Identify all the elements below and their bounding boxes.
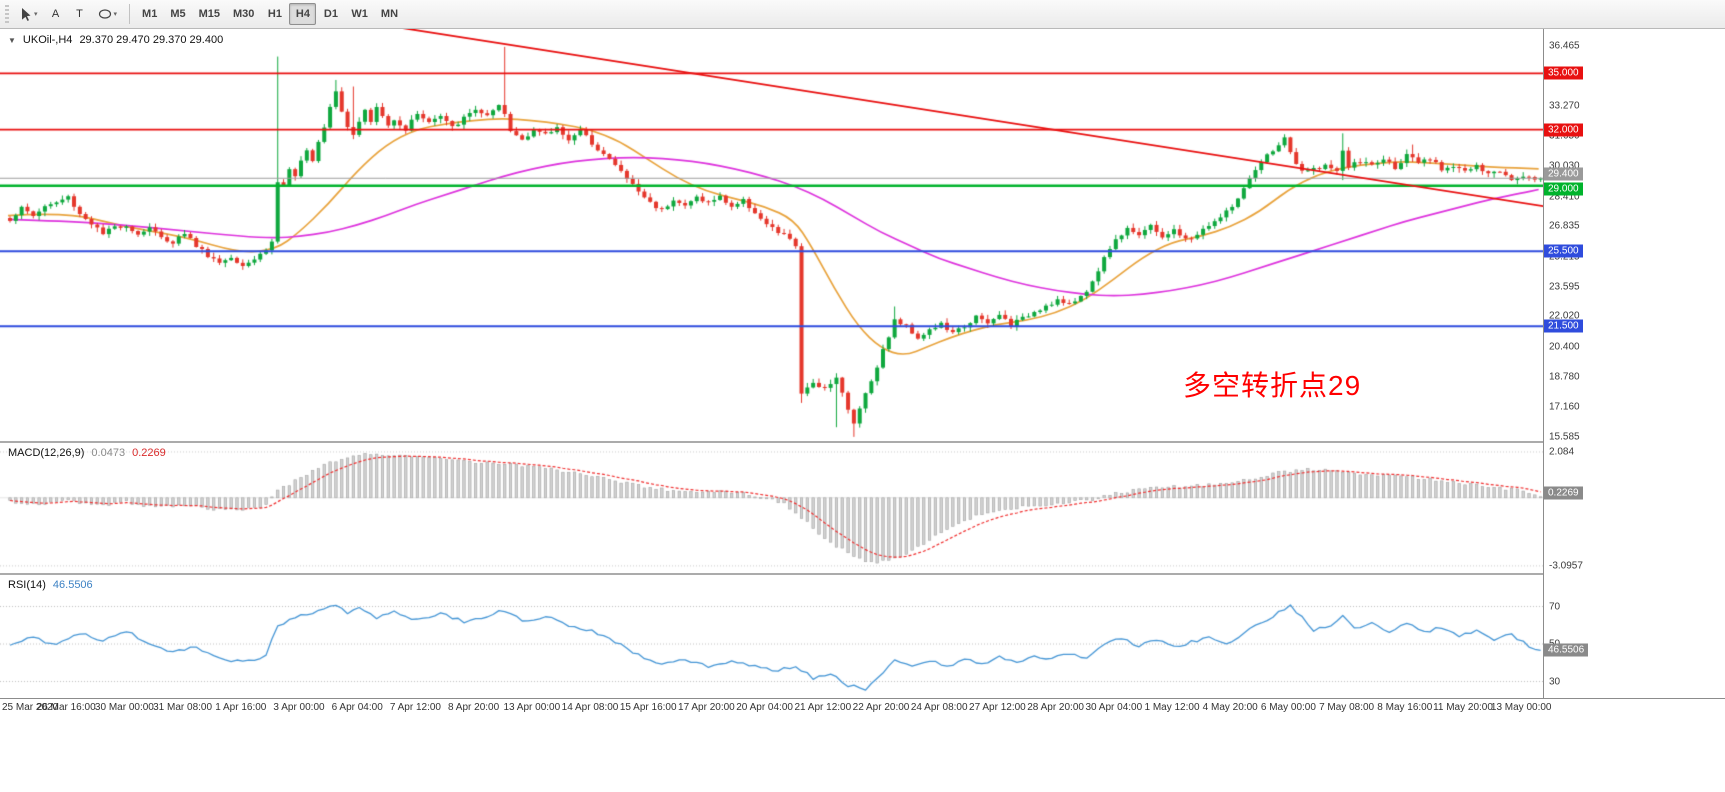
macd-indicator-header: MACD(12,26,9) 0.0473 0.2269	[8, 447, 166, 459]
time-axis-label: 4 May 20:00	[1202, 702, 1258, 713]
chart-symbol-header: ▼ UKOil-,H4 29.370 29.470 29.370 29.400	[8, 34, 223, 46]
cursor-tool-button[interactable]: ▾	[14, 3, 44, 25]
time-axis-label: 13 May 00:00	[1490, 702, 1552, 713]
rsi-value: 46.5506	[52, 579, 93, 591]
timeframe-h4-button[interactable]: H4	[289, 3, 317, 25]
time-axis-label: 14 Apr 08:00	[561, 702, 619, 713]
macd-signal-value: 0.2269	[132, 447, 166, 459]
rsi-level-label: 70	[1549, 601, 1561, 612]
price-level-badge: 29.400	[1544, 167, 1583, 181]
price-tick-label: 22.020	[1549, 310, 1580, 322]
timeframe-w1-button[interactable]: W1	[345, 3, 374, 25]
time-axis-label: 30 Apr 04:00	[1085, 702, 1143, 713]
panel-separator-rsi[interactable]	[0, 573, 1725, 575]
timeframe-m1-button[interactable]: M1	[136, 3, 163, 25]
price-scale[interactable]: 36.46533.27031.65030.03028.41026.83525.2…	[1543, 29, 1725, 716]
symbol-period-label: UKOil-,H4	[22, 34, 73, 46]
time-axis-label: 21 Apr 12:00	[794, 702, 852, 713]
price-tick-label: 30.030	[1549, 160, 1580, 172]
time-axis-label: 31 Mar 08:00	[153, 702, 213, 713]
price-tick-label: 31.650	[1549, 130, 1580, 142]
rsi-title-label: RSI(14)	[8, 579, 46, 591]
timeframe-h1-button[interactable]: H1	[261, 3, 288, 25]
timeframe-m15-button[interactable]: M15	[193, 3, 226, 25]
price-tick-label: 15.585	[1549, 431, 1580, 443]
time-axis-label: 17 Apr 20:00	[678, 702, 735, 713]
time-axis-label: 28 Apr 20:00	[1027, 702, 1084, 713]
macd-title-label: MACD(12,26,9)	[8, 447, 85, 459]
price-tick-label: 20.400	[1549, 341, 1580, 353]
collapse-triangle-icon[interactable]: ▼	[8, 36, 16, 45]
time-axis-label: 24 Apr 08:00	[910, 702, 968, 713]
time-axis-label: 11 May 20:00	[1433, 702, 1493, 713]
price-tick-label: 23.595	[1549, 281, 1580, 293]
time-axis-label: 30 Mar 00:00	[94, 702, 154, 713]
price-tick-label: 36.465	[1549, 40, 1580, 52]
price-tick-label: 33.270	[1549, 100, 1580, 112]
textbox-tool-label: T	[76, 8, 83, 20]
time-axis-label: 22 Apr 20:00	[852, 702, 910, 713]
trend-annotation-text[interactable]: 多空转折点29	[1183, 370, 1362, 401]
macd-main-value: 0.0473	[91, 447, 126, 459]
text-tool-button[interactable]: A	[44, 3, 68, 25]
time-axis-label: 1 Apr 16:00	[215, 702, 267, 713]
time-axis-label: 27 Apr 12:00	[969, 702, 1026, 713]
time-axis-label: 13 Apr 00:00	[503, 702, 561, 713]
rsi-panel-canvas[interactable]	[0, 575, 1543, 698]
price-level-badge: 35.000	[1544, 66, 1583, 80]
price-level-badge: 32.000	[1544, 123, 1583, 137]
macd-scale-top-label: 2.084	[1549, 446, 1575, 458]
rsi-current-value-badge: 46.5506	[1544, 643, 1589, 657]
rsi-indicator-header: RSI(14) 46.5506	[8, 579, 93, 591]
timeframe-m5-button[interactable]: M5	[164, 3, 191, 25]
time-axis-label: 8 May 16:00	[1377, 702, 1433, 713]
panel-separator-macd[interactable]	[0, 441, 1725, 443]
time-axis-label: 25 Mar 2020	[2, 702, 59, 713]
timeframe-button-group: M1 M5 M15 M30 H1 H4 D1 W1 MN	[136, 3, 404, 25]
caret-down-icon: ▾	[34, 10, 38, 18]
time-axis-label: 1 May 12:00	[1144, 702, 1200, 713]
time-axis-label: 15 Apr 16:00	[619, 702, 677, 713]
caret-down-icon: ▾	[113, 10, 118, 18]
macd-scale-bottom-label: -3.0957	[1549, 560, 1583, 572]
cursor-icon	[22, 8, 31, 21]
ellipse-shape-icon	[98, 9, 111, 19]
time-axis-label: 6 May 00:00	[1260, 702, 1316, 713]
toolbar-grip[interactable]	[5, 5, 9, 23]
price-level-badge: 29.000	[1544, 182, 1583, 196]
time-axis-label: 3 Apr 00:00	[273, 702, 325, 713]
shapes-tool-button[interactable]: ▾	[92, 3, 124, 25]
chart-toolbar: ▾ A T ▾ M1 M5 M15 M30 H1 H4 D1 W1 MN	[0, 0, 1725, 29]
time-axis[interactable]: 25 Mar 2020 26 Mar 16:00 30 Mar 00:00 31 Ma…	[0, 698, 1725, 717]
time-axis-label: 26 Mar 16:00	[36, 702, 96, 713]
time-axis-label: 8 Apr 20:00	[448, 702, 500, 713]
time-axis-label: 20 Apr 04:00	[736, 702, 793, 713]
textbox-tool-button[interactable]: T	[68, 3, 92, 25]
time-axis-label: 7 May 08:00	[1319, 702, 1375, 713]
time-axis-label: 7 Apr 12:00	[389, 702, 441, 713]
time-axis-label: 6 Apr 04:00	[331, 702, 383, 713]
price-tick-label: 17.160	[1549, 401, 1580, 413]
rsi-level-label: 30	[1549, 676, 1561, 687]
macd-current-value-badge: 0.2269	[1544, 486, 1583, 500]
price-level-badge: 25.500	[1544, 244, 1583, 258]
timeframe-mn-button[interactable]: MN	[375, 3, 404, 25]
main-chart-canvas[interactable]	[0, 29, 1543, 441]
ohlc-values-label: 29.370 29.470 29.370 29.400	[79, 34, 224, 46]
price-tick-label: 18.780	[1549, 371, 1580, 383]
timeframe-d1-button[interactable]: D1	[317, 3, 344, 25]
text-tool-label: A	[51, 8, 60, 20]
macd-panel-canvas[interactable]	[0, 443, 1543, 573]
timeframe-m30-button[interactable]: M30	[227, 3, 260, 25]
price-level-badge: 21.500	[1544, 319, 1583, 333]
toolbar-separator	[129, 4, 131, 24]
price-tick-label: 26.835	[1549, 220, 1580, 232]
price-tick-label: 28.410	[1549, 191, 1580, 203]
